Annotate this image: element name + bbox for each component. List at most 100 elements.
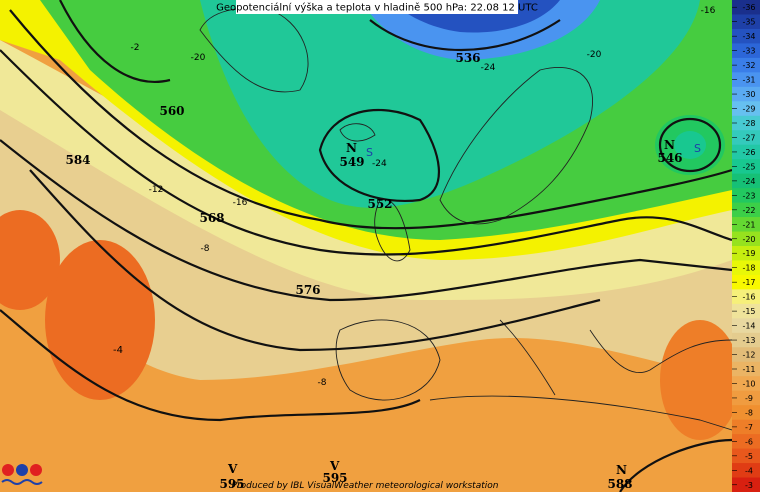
scale-swatch [732, 376, 760, 392]
scale-label: -28 [742, 119, 755, 128]
britain [374, 198, 411, 262]
scale-label: -8 [745, 408, 753, 417]
field-low-core [674, 131, 706, 159]
scale-label: -25 [742, 162, 755, 171]
scale-swatch [732, 188, 760, 204]
scale-label: -17 [742, 278, 755, 287]
isohypse [658, 117, 722, 173]
scale-swatch [732, 332, 760, 348]
isohypse [29, 169, 601, 352]
scale-swatch [732, 260, 760, 276]
low-marker: S [366, 146, 373, 159]
isohypse [369, 19, 561, 51]
scale-label: -27 [742, 133, 755, 142]
scale-swatch [732, 434, 760, 450]
isohypse [9, 9, 732, 230]
scale-swatch [732, 159, 760, 175]
field-tan [0, 80, 732, 380]
scale-swatch [732, 463, 760, 479]
contour-label: 552 [367, 197, 392, 211]
scale-label: -33 [742, 47, 755, 56]
scale-label: -14 [742, 322, 755, 331]
temp-label: -8 [318, 378, 327, 388]
isohypse [318, 108, 441, 202]
temp-label: -2 [131, 43, 140, 53]
scale-label: -19 [742, 249, 755, 258]
scale-swatch [732, 14, 760, 30]
scale-label: -11 [742, 365, 755, 374]
scale-swatch [732, 448, 760, 464]
credit: Produced by IBL VisualWeather meteorolog… [232, 481, 499, 491]
scale-swatch [732, 130, 760, 146]
low-marker: S [694, 142, 701, 155]
center-label: V [329, 459, 340, 473]
isohypse [0, 139, 732, 302]
field-hot [0, 210, 60, 310]
scale-swatch [732, 318, 760, 334]
field [0, 0, 732, 492]
scale-label: -6 [745, 437, 753, 446]
scale-label: -9 [745, 394, 753, 403]
scale-swatch [732, 274, 760, 290]
temp-label: -24 [372, 159, 387, 169]
scale-swatch [732, 303, 760, 319]
temp-label: -12 [149, 185, 164, 195]
scale-swatch [732, 173, 760, 189]
field-hot [660, 320, 732, 440]
scale-label: -7 [745, 423, 753, 432]
scale-swatch [732, 361, 760, 377]
scale-swatch [732, 405, 760, 421]
scale-swatch [732, 477, 760, 492]
temp-label: -8 [201, 244, 210, 254]
balkans [589, 329, 732, 374]
scale-swatch [732, 289, 760, 305]
scale-swatch [732, 57, 760, 73]
center-label: N [664, 138, 675, 152]
temperature-labels: -24 -4 -20 -12 -16 -8 -8 -24 -20 -16 -2 [113, 6, 716, 388]
isohypses [0, 0, 732, 492]
logo [1, 464, 43, 485]
scale-label: -24 [742, 177, 755, 186]
scale-label: -13 [742, 336, 755, 345]
scale-swatch [732, 217, 760, 233]
scale-label: -10 [742, 379, 755, 388]
scale-label: -29 [742, 105, 755, 114]
temp-label: -16 [701, 6, 716, 16]
italy [499, 319, 556, 396]
scale-label: -26 [742, 148, 755, 157]
scale-label: -16 [742, 293, 755, 302]
center-label: V [227, 462, 238, 476]
isohypse [619, 438, 732, 492]
scale-swatch [732, 231, 760, 247]
iberia [335, 319, 441, 401]
pressure-centers: N N V V N S S [227, 138, 701, 477]
scale-swatch [732, 115, 760, 131]
contour-label: 576 [295, 283, 320, 297]
scale-label: -5 [745, 452, 753, 461]
scale-swatch [732, 28, 760, 44]
scale-label: -35 [742, 18, 755, 27]
scale-swatch [732, 202, 760, 218]
field-cyan [200, 0, 700, 208]
scale-label: -22 [742, 206, 755, 215]
isohypse [59, 0, 171, 83]
contour-label: 560 [159, 104, 184, 118]
coastlines [199, 7, 732, 431]
contour-label: 595 [219, 477, 244, 491]
scale-swatch [732, 347, 760, 363]
iceland [339, 123, 376, 142]
scale-label: -20 [742, 235, 755, 244]
scale-label: -15 [742, 307, 755, 316]
temp-label: -16 [233, 198, 248, 208]
temp-label: -20 [191, 53, 206, 63]
scale-swatch [732, 246, 760, 261]
contour-label: 595 [322, 471, 347, 485]
isohypse [0, 309, 421, 422]
title-box [236, 0, 518, 14]
contour-label: 584 [65, 153, 90, 167]
contour-label: 536 [455, 51, 480, 65]
color-scale: -36 -35 -34 -33 -32 -31 -30 -29 -28 -27 -26 -25 -24 -… [732, 0, 760, 492]
center-label: N [346, 141, 357, 155]
scale-label: -36 [742, 3, 755, 12]
